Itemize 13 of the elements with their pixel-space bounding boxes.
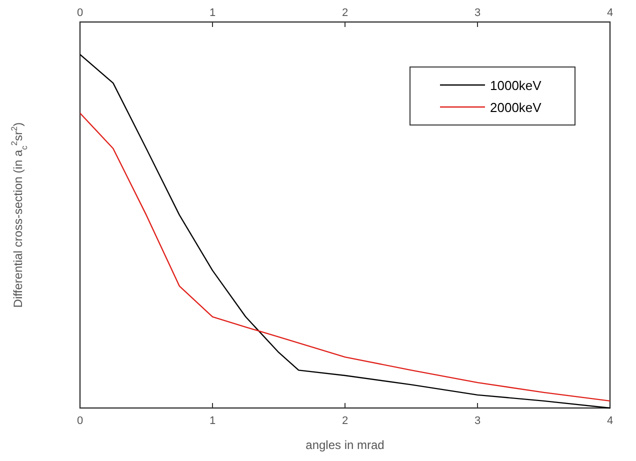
x-tick-label: 3 <box>474 415 481 427</box>
x-tick-label: 0 <box>76 415 84 427</box>
legend-label: 2000keV <box>490 100 542 115</box>
legend-label: 1000keV <box>490 78 542 93</box>
x2-tick-label: 1 <box>209 7 216 19</box>
x-tick-label: 2 <box>342 415 348 427</box>
x2-tick-label: 3 <box>474 7 481 19</box>
x-axis-title: angles in mrad <box>306 438 384 452</box>
x-tick-label: 1 <box>209 415 216 427</box>
x2-tick-label: 2 <box>342 7 348 19</box>
x2-tick-label: 4 <box>606 7 614 19</box>
x2-tick-label: 0 <box>76 7 84 19</box>
x-tick-label: 4 <box>606 415 614 427</box>
